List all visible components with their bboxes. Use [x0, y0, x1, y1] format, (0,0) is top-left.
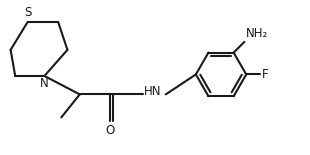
Text: N: N [40, 78, 49, 91]
Text: S: S [24, 6, 31, 18]
Text: F: F [262, 68, 268, 81]
Text: NH₂: NH₂ [246, 27, 268, 40]
Text: O: O [106, 124, 115, 137]
Text: HN: HN [144, 85, 162, 98]
